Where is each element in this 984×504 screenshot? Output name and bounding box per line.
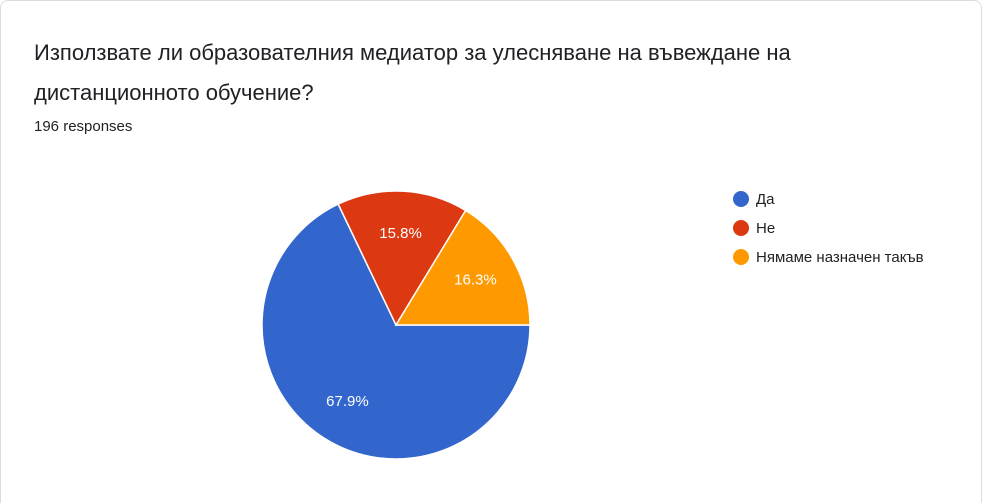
slice-label: 67.9% bbox=[326, 393, 369, 410]
response-count: 196 responses bbox=[34, 118, 133, 135]
question-title: Използвате ли образователния медиатор за… bbox=[34, 40, 791, 105]
legend-label: Не bbox=[756, 220, 775, 237]
slice-label: 16.3% bbox=[454, 271, 497, 288]
pie-slice bbox=[394, 209, 531, 326]
legend-swatch bbox=[733, 191, 749, 207]
legend-label: Нямаме назначен такъв bbox=[756, 249, 924, 266]
pie-slice bbox=[337, 190, 467, 327]
pie-slice bbox=[261, 203, 531, 460]
slice-label: 15.8% bbox=[379, 225, 422, 242]
legend-swatch bbox=[733, 220, 749, 236]
legend-label: Да bbox=[756, 191, 775, 208]
legend-swatch bbox=[733, 249, 749, 265]
